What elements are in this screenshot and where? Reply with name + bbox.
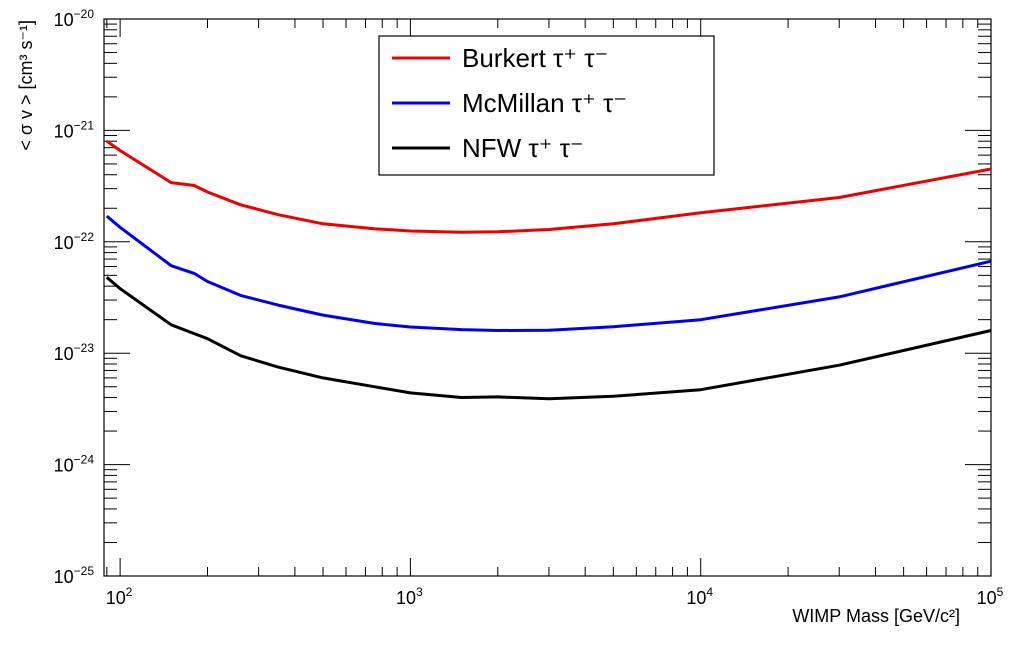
x-tick-label: 105 [977,585,1004,608]
legend: Burkert τ⁺ τ⁻ McMillan τ⁺ τ⁻ NFW τ⁺ τ⁻ [378,35,715,176]
series-line-1 [105,214,992,332]
y-tick-label: 10−24 [54,453,95,476]
y-tick-label: 10−20 [54,7,95,30]
y-tick-label: 10−25 [54,564,95,587]
tick-labels: 102 103 104 105 10−25 10−24 10−23 10−22 10−21 10−… [54,7,1004,608]
axis-ticks [104,18,992,577]
y-tick-label: 10−22 [54,230,95,253]
series-line-0 [105,139,992,234]
y-tick-label: 10−21 [54,118,95,141]
series-layer [105,139,992,401]
x-tick-label: 104 [686,585,713,608]
series-line-2 [105,276,992,401]
legend-label-0: Burkert τ⁺ τ⁻ [462,43,608,73]
y-axis-label: < σ v > [cm³ s⁻¹] [16,20,36,151]
plot-frame [103,18,992,577]
x-axis-label: WIMP Mass [GeV/c²] [792,606,960,626]
y-tick-label: 10−23 [54,341,95,364]
legend-label-2: NFW τ⁺ τ⁻ [462,133,584,163]
x-tick-label: 103 [396,585,423,608]
legend-label-1: McMillan τ⁺ τ⁻ [462,88,627,118]
x-tick-label: 102 [106,585,133,608]
